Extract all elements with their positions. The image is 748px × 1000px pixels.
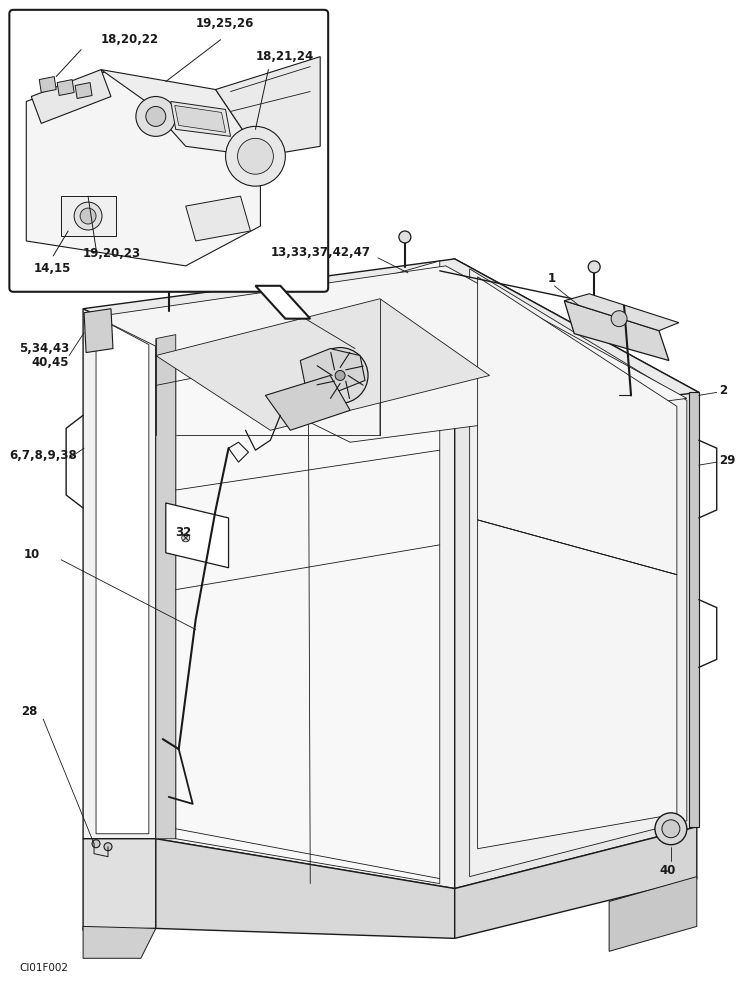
- Polygon shape: [156, 839, 455, 938]
- Polygon shape: [83, 926, 156, 958]
- Polygon shape: [689, 392, 699, 827]
- Polygon shape: [156, 259, 455, 889]
- Polygon shape: [255, 286, 310, 319]
- Text: CI01F002: CI01F002: [19, 963, 68, 973]
- Polygon shape: [300, 349, 365, 392]
- Polygon shape: [101, 70, 260, 156]
- Polygon shape: [84, 309, 113, 353]
- Text: 18,21,24: 18,21,24: [255, 50, 313, 63]
- FancyBboxPatch shape: [10, 10, 328, 292]
- Text: 1: 1: [548, 272, 556, 285]
- Circle shape: [92, 840, 100, 848]
- Circle shape: [226, 126, 285, 186]
- Text: 19,20,23: 19,20,23: [83, 247, 141, 260]
- Text: 13,33,37,42,47: 13,33,37,42,47: [270, 246, 370, 259]
- Circle shape: [80, 208, 96, 224]
- Text: 40: 40: [659, 864, 675, 877]
- Text: 5,34,43: 5,34,43: [19, 342, 70, 355]
- Circle shape: [611, 311, 627, 327]
- Polygon shape: [478, 277, 677, 575]
- Polygon shape: [455, 259, 699, 889]
- Polygon shape: [470, 269, 687, 877]
- Polygon shape: [266, 375, 350, 430]
- Polygon shape: [26, 72, 260, 266]
- Text: 18,20,22: 18,20,22: [101, 33, 159, 46]
- Polygon shape: [564, 301, 669, 361]
- Circle shape: [588, 261, 600, 273]
- Polygon shape: [96, 317, 149, 834]
- Circle shape: [74, 202, 102, 230]
- Text: 6,7,8,9,38: 6,7,8,9,38: [10, 449, 77, 462]
- Circle shape: [136, 97, 176, 136]
- Polygon shape: [186, 196, 251, 241]
- Polygon shape: [609, 877, 697, 951]
- Polygon shape: [96, 266, 687, 442]
- Text: 40,45: 40,45: [31, 356, 69, 369]
- Polygon shape: [31, 70, 111, 123]
- Polygon shape: [61, 196, 116, 236]
- Circle shape: [655, 813, 687, 845]
- Polygon shape: [166, 503, 229, 568]
- Text: 10: 10: [23, 548, 40, 561]
- Circle shape: [146, 106, 166, 126]
- Polygon shape: [175, 105, 226, 132]
- Polygon shape: [83, 839, 156, 930]
- Text: 28: 28: [21, 705, 37, 718]
- Polygon shape: [75, 83, 92, 98]
- Polygon shape: [83, 259, 699, 435]
- Text: 2: 2: [719, 384, 727, 397]
- Polygon shape: [57, 80, 74, 96]
- Polygon shape: [156, 335, 176, 839]
- Circle shape: [335, 370, 345, 380]
- Circle shape: [312, 348, 368, 403]
- Text: 19,25,26: 19,25,26: [196, 17, 254, 30]
- Polygon shape: [564, 294, 679, 331]
- Polygon shape: [156, 299, 490, 430]
- Polygon shape: [455, 827, 697, 938]
- Polygon shape: [176, 261, 440, 884]
- Circle shape: [182, 534, 190, 542]
- Polygon shape: [39, 77, 56, 93]
- Circle shape: [104, 843, 112, 851]
- Text: 29: 29: [719, 454, 735, 467]
- Text: 14,15: 14,15: [33, 262, 70, 275]
- Circle shape: [163, 253, 175, 265]
- Polygon shape: [478, 520, 677, 849]
- Polygon shape: [83, 309, 156, 839]
- Circle shape: [662, 820, 680, 838]
- Circle shape: [238, 138, 273, 174]
- Polygon shape: [171, 101, 230, 136]
- Polygon shape: [215, 57, 320, 156]
- Circle shape: [399, 231, 411, 243]
- Text: 32: 32: [176, 526, 191, 539]
